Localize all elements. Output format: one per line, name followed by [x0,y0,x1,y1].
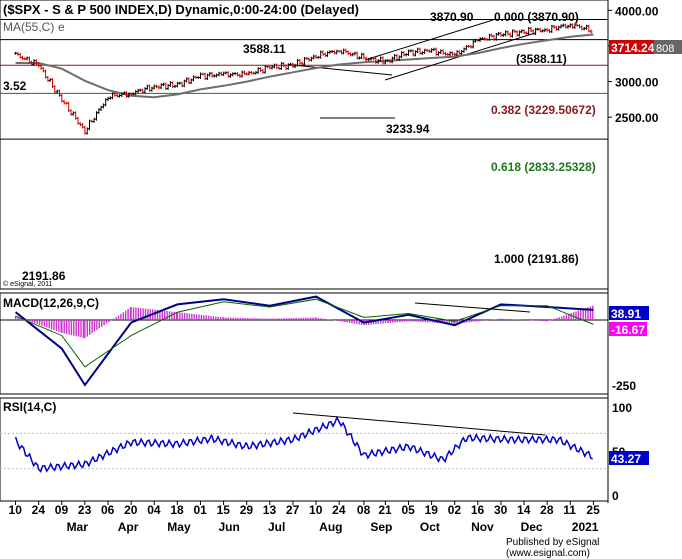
fib-label-1: (3588.11) [516,52,567,66]
x-tick-label: 10 [309,503,323,517]
price-badge-bg [609,40,654,54]
ma-line [15,33,594,99]
fib-label-0: 0.000 (3870.90) [494,10,579,24]
month-label: Nov [471,520,494,534]
annotation-pivot-low: 3233.94 [386,122,430,136]
x-tick-label: 23 [78,503,92,517]
month-label: Jun [218,520,239,534]
month-label: Oct [420,520,440,534]
rsi-badge-bg [609,451,649,465]
macd-badge: 38.91 [611,307,641,321]
x-tick-label: 29 [240,503,254,517]
x-tick-label: 01 [193,503,207,517]
macd-title: MACD(12,26,9,C) [3,296,99,310]
x-tick-label: 11 [563,503,576,517]
x-tick-label: 13 [263,503,277,517]
month-label: Aug [319,520,342,534]
x-tick-label: 20 [124,503,138,517]
x-tick-label: 19 [425,503,439,517]
x-tick-label: 14 [517,503,531,517]
month-label: Jul [268,520,285,534]
signal-badge-bg [609,322,647,336]
rsi-y-tick-label: 100 [612,401,632,415]
price-badge-tail: 808 [656,43,674,55]
annotation-left-value: 3.52 [3,79,27,93]
x-tick-label: 16 [471,503,485,517]
x-tick-label: 24 [332,503,346,517]
month-label: Mar [67,520,89,534]
x-tick-label: 18 [170,503,184,517]
x-tick-label: 10 [9,503,23,517]
channel-upper [364,19,494,61]
annotation-high: 3870.90 [430,10,474,24]
chart-title: ($SPX - S & P 500 INDEX,D) Dynamic,0:00-… [3,2,359,17]
fib-label-2: 0.382 (3229.50672) [491,103,596,117]
x-tick-label: 04 [147,503,161,517]
rsi-line [14,415,593,473]
price-panel [0,0,609,290]
footer-text: Published by eSignal (www.esignal.com) [506,537,600,559]
x-tick-label: 24 [32,503,46,517]
month-label: May [167,520,191,534]
macd-y-tick-label: -250 [612,379,636,393]
rsi-title: RSI(14,C) [3,400,56,414]
annotation-mid-high: 3588.11 [243,42,286,56]
month-label: 2021 [572,520,599,534]
x-tick-label: 05 [401,503,415,517]
rsi-badge: 43.27 [611,452,641,466]
month-label: Dec [521,520,543,534]
x-tick-label: 27 [286,503,300,517]
x-tick-label: 09 [55,503,69,517]
x-tick-label: 28 [540,503,554,517]
x-tick-label: 15 [217,503,231,517]
ma-label: MA(55,C) [3,20,54,34]
month-label: Sep [370,520,392,534]
rsi-trendline [292,412,546,436]
x-tick-label: 06 [101,503,115,517]
x-tick-label: 02 [448,503,462,517]
price-y-tick-label: 4000.00 [615,4,659,18]
signal-badge: -16.67 [611,323,645,337]
month-label: Apr [118,520,139,534]
x-tick-label: 25 [586,503,600,517]
x-tick-label: 08 [357,503,371,517]
signal-line [15,298,594,368]
price-badge-tail-bg [654,40,682,54]
x-tick-label: 30 [494,503,508,517]
price-badge: 3714.24 [611,41,655,55]
macd-trendline [414,302,531,313]
annotation-low: 2191.86 [22,269,66,283]
price-y-tick-label: 3000.00 [615,76,659,90]
x-tick-label: 21 [378,503,392,517]
ma-suffix: e [58,20,65,34]
rsi-y-tick-label: 0 [612,489,619,503]
trendline-top [292,64,393,76]
copyright: © eSignal, 2011 [3,280,53,288]
macd-badge-bg [609,306,649,320]
price-y-tick-label: 2500.00 [615,111,659,125]
fib-label-4: 1.000 (2191.86) [494,252,579,266]
rsi-panel [0,397,609,502]
fib-label-3: 0.618 (2833.25328) [491,160,596,174]
